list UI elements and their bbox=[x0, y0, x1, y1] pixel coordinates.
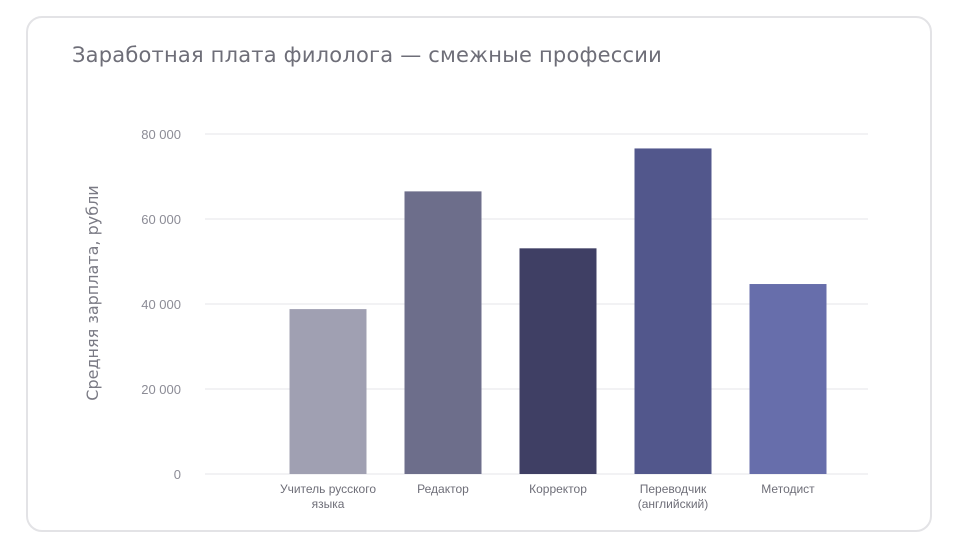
y-axis-title: Средняя зарплата, рубли bbox=[83, 185, 102, 400]
y-tick-label: 40 000 bbox=[141, 297, 181, 312]
x-tick-label: языка bbox=[312, 497, 345, 511]
x-tick-label: Переводчик bbox=[640, 482, 707, 496]
bar bbox=[634, 148, 712, 474]
x-tick-label: Учитель русского bbox=[280, 482, 376, 496]
bar bbox=[519, 248, 597, 474]
y-tick-label: 80 000 bbox=[141, 127, 181, 142]
y-axis-ticks: 0 20 000 40 000 60 000 80 000 bbox=[141, 127, 181, 482]
x-tick-label: (английский) bbox=[638, 497, 708, 511]
x-tick-label: Корректор bbox=[529, 482, 587, 496]
y-tick-label: 20 000 bbox=[141, 382, 181, 397]
bar bbox=[289, 309, 367, 474]
bar bbox=[749, 284, 827, 474]
y-tick-label: 60 000 bbox=[141, 212, 181, 227]
y-tick-label: 0 bbox=[174, 467, 181, 482]
bar bbox=[404, 191, 482, 474]
bars bbox=[289, 148, 827, 474]
x-tick-label: Методист bbox=[761, 482, 815, 496]
x-tick-label: Редактор bbox=[417, 482, 469, 496]
chart-title: Заработная плата филолога — смежные проф… bbox=[72, 43, 662, 67]
